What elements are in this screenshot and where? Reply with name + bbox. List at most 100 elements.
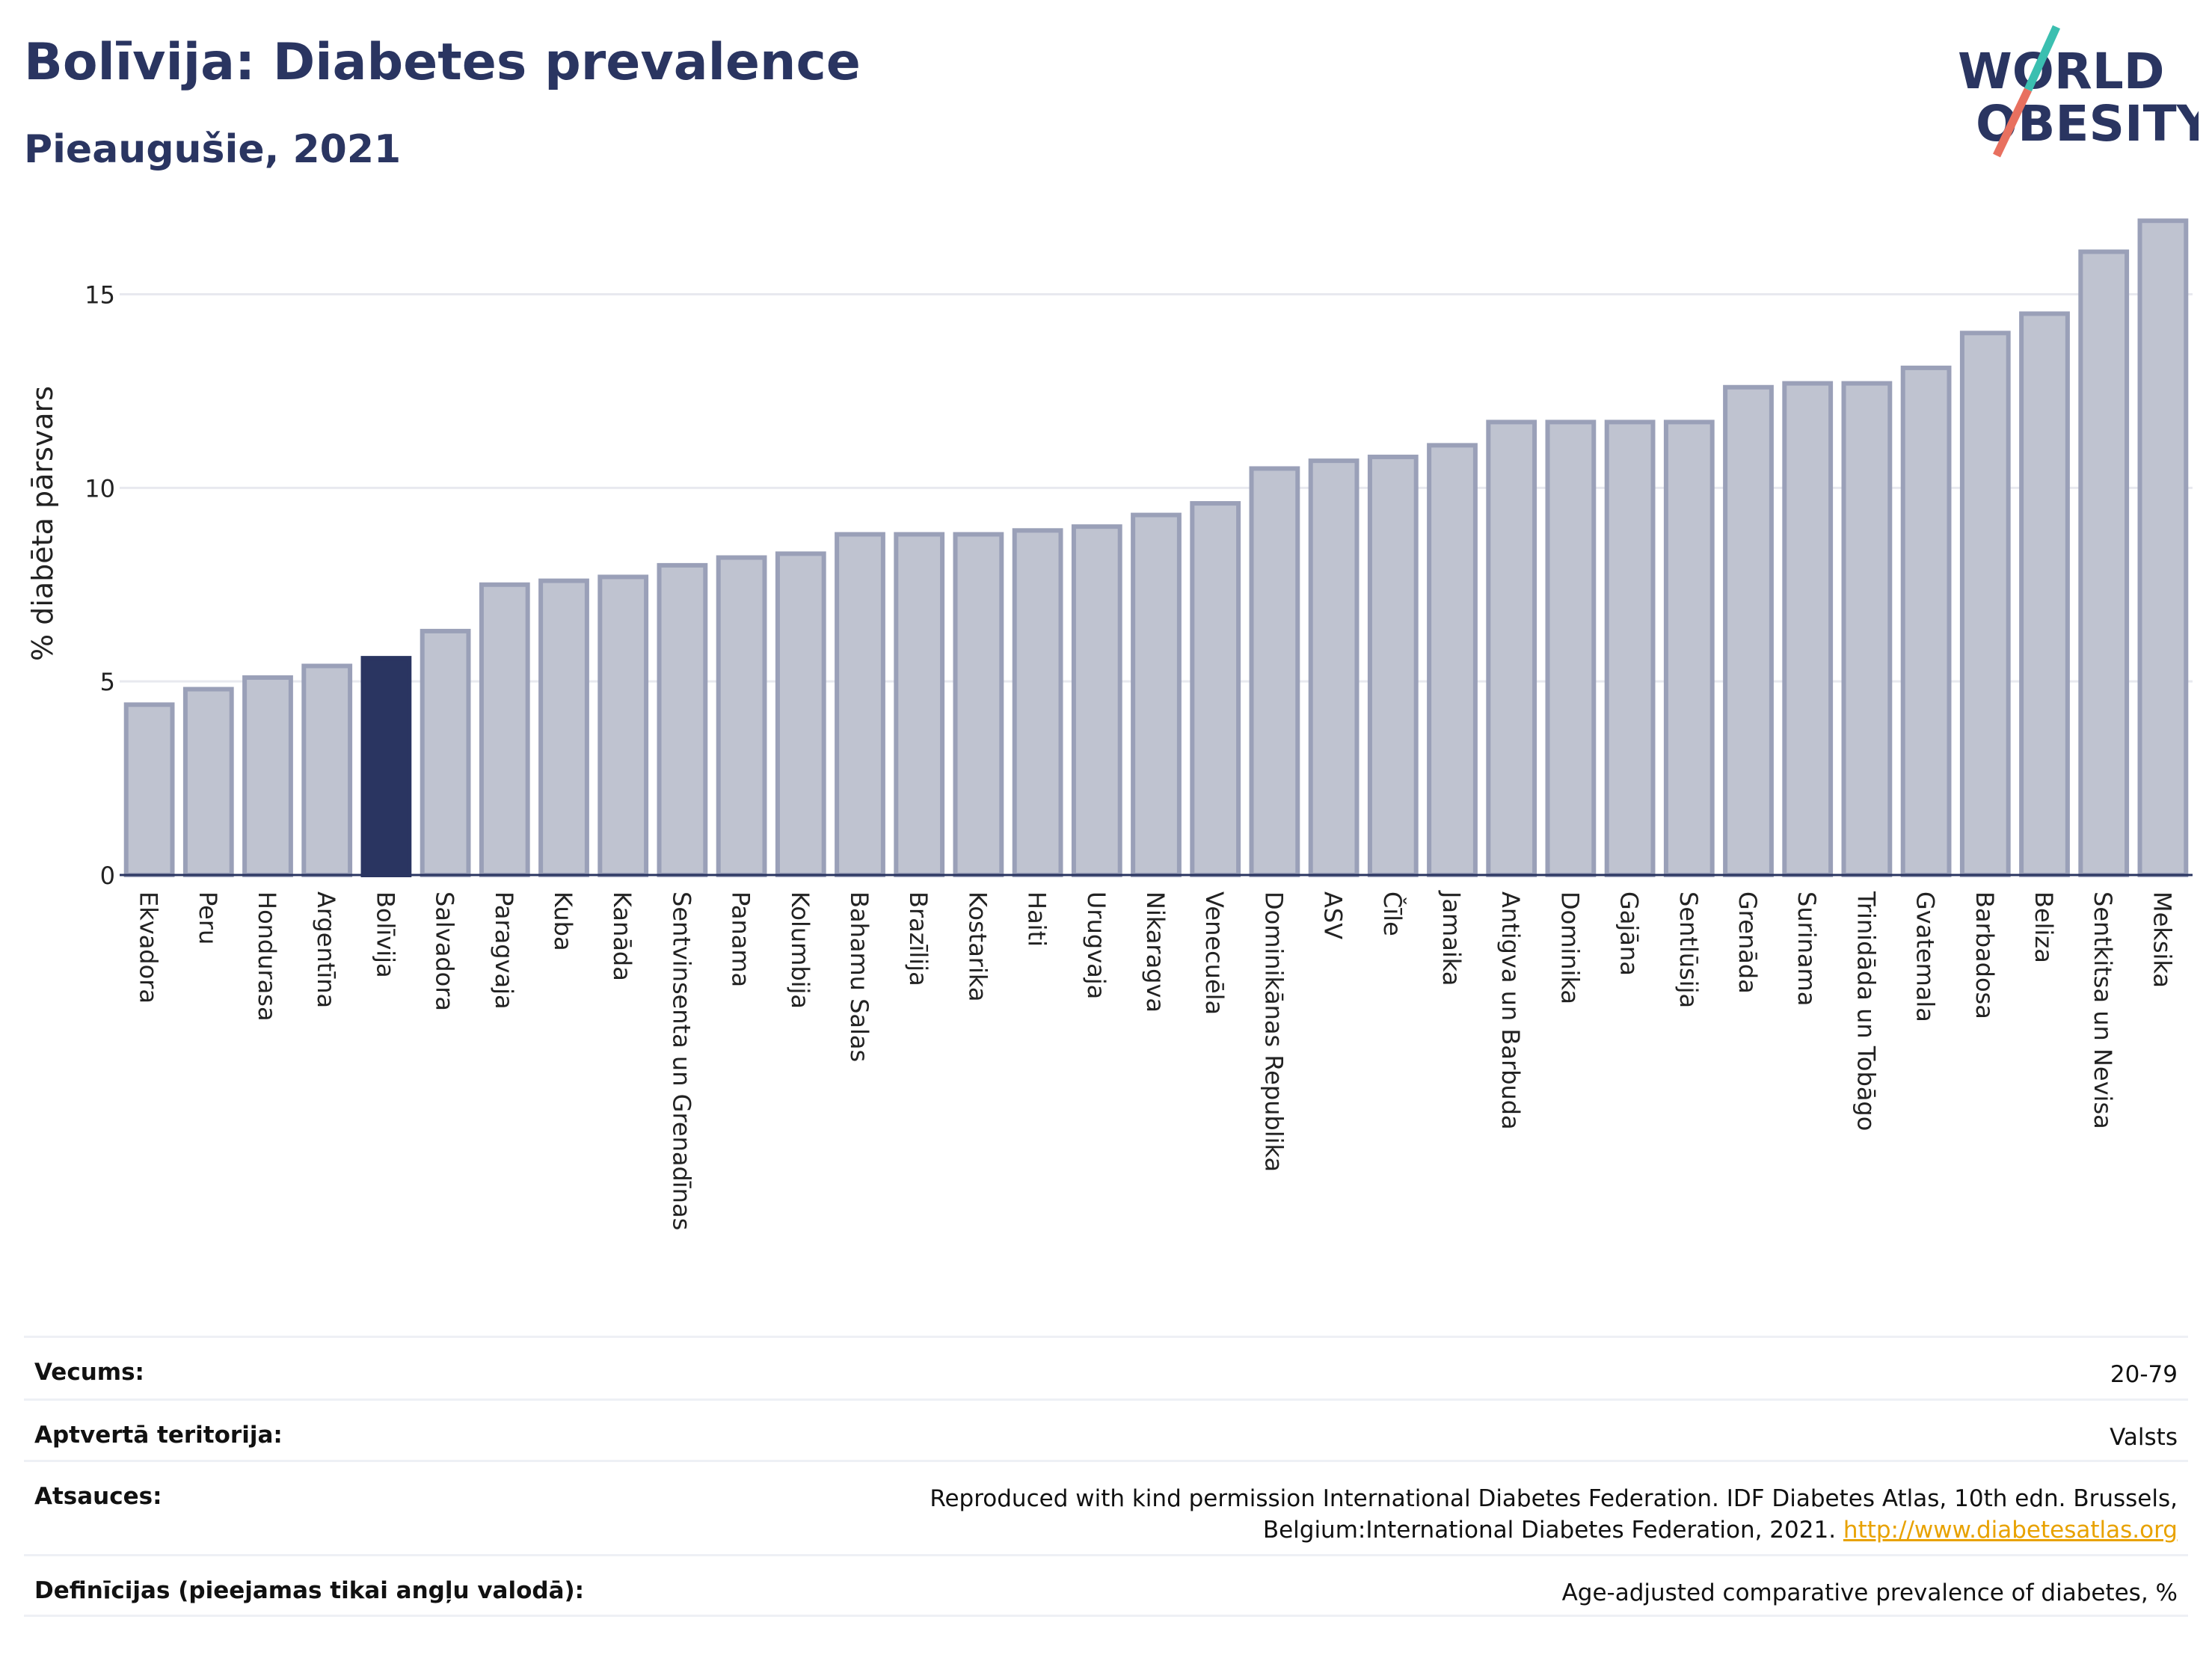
- y-tick-label: 0: [100, 862, 115, 890]
- references-link[interactable]: http://www.diabetesatlas.org: [1843, 1517, 2178, 1544]
- x-category-label: Argentīna: [312, 891, 340, 1008]
- bar-25: [1604, 420, 1656, 877]
- x-category-label: Gajāna: [1615, 891, 1644, 976]
- x-category-label: Dominikānas Republika: [1259, 891, 1288, 1172]
- bar-5: [420, 628, 471, 877]
- meta-value-territory: Valsts: [2110, 1424, 2178, 1451]
- page-subtitle: Pieaugušie, 2021: [24, 127, 402, 172]
- bar-20: [1308, 458, 1360, 877]
- meta-row-territory: Aptvertā teritorija: Valsts: [24, 1398, 2188, 1460]
- references-text: Reproduced with kind permission Internat…: [930, 1485, 2178, 1544]
- x-category-label: Panama: [727, 891, 755, 987]
- bar-21: [1367, 454, 1419, 877]
- bar-7: [538, 578, 589, 878]
- x-category-label: Sentlūsija: [1674, 891, 1703, 1008]
- x-category-label: Meksika: [2148, 891, 2176, 988]
- x-category-label: Peru: [194, 891, 222, 945]
- bar-2: [242, 675, 293, 877]
- bar-9: [657, 562, 708, 877]
- x-category-label: Kostarika: [963, 891, 992, 1001]
- bar-19: [1249, 466, 1300, 877]
- bar-27: [1723, 384, 1774, 877]
- x-category-label: Sentkitsa un Nevisa: [2089, 891, 2117, 1129]
- x-category-label: Dominika: [1555, 891, 1584, 1004]
- x-category-label: Nikaragva: [1141, 891, 1170, 1013]
- y-tick-label: 10: [85, 474, 115, 503]
- x-category-label: Kuba: [549, 891, 577, 951]
- x-category-label: Kolumbija: [786, 891, 814, 1009]
- bar-chart: 0 5 10 15 Ekvadora Peru Hondurasa Argentīna Bol…: [26, 218, 2193, 1230]
- bar-3: [301, 663, 353, 877]
- bar-17: [1131, 512, 1182, 878]
- x-category-label: Haiti: [1023, 891, 1051, 947]
- logo-word-world: WORLD: [1958, 43, 2165, 100]
- bar-24: [1545, 420, 1597, 877]
- meta-label-references: Atsauces:: [34, 1483, 162, 1510]
- bar-22: [1427, 443, 1478, 877]
- x-category-label: Salvadora: [431, 891, 459, 1011]
- x-category-label: Brazīlija: [904, 891, 933, 986]
- bar-4: [360, 656, 412, 878]
- bar-26: [1663, 420, 1715, 877]
- meta-row-definitions: Definīcijas (pieejamas tikai angļu valod…: [24, 1554, 2188, 1617]
- bars: [120, 218, 2193, 878]
- bar-12: [835, 532, 885, 877]
- x-category-labels: Ekvadora Peru Hondurasa Argentīna Bolīvija Sa…: [135, 890, 2177, 1230]
- meta-row-age: Vecums: 20-79: [24, 1336, 2188, 1398]
- x-category-label: Venecuēla: [1200, 891, 1229, 1015]
- page-title: Bolīvija: Diabetes prevalence: [24, 33, 861, 92]
- bar-31: [1959, 331, 2011, 877]
- meta-label-definitions: Definīcijas (pieejamas tikai angļu valod…: [34, 1577, 585, 1604]
- x-category-label: ASV: [1319, 891, 1348, 939]
- bar-1: [182, 687, 234, 877]
- x-category-label: Urugvaja: [1082, 891, 1110, 999]
- bar-32: [2019, 311, 2070, 878]
- y-axis-title: % diabēta pārsvars: [26, 386, 59, 661]
- x-category-label: Sentvinsenta un Grenadīnas: [667, 891, 695, 1230]
- x-category-label: Paragvaja: [490, 891, 518, 1010]
- world-obesity-logo: WORLD OBESITY: [1958, 25, 2199, 158]
- y-tick-label: 5: [100, 668, 115, 696]
- bar-8: [597, 574, 649, 877]
- x-category-label: Ekvadora: [135, 891, 163, 1004]
- bar-15: [1012, 528, 1063, 877]
- logo-slash-coral: [1993, 87, 2032, 158]
- bar-0: [123, 702, 175, 877]
- x-category-label: Grenāda: [1733, 891, 1762, 994]
- x-category-label: Surinama: [1792, 891, 1821, 1006]
- bar-6: [479, 582, 530, 877]
- bar-33: [2078, 249, 2130, 877]
- bar-13: [894, 532, 945, 877]
- bar-16: [1071, 524, 1122, 878]
- bar-30: [1900, 365, 1952, 878]
- bar-34: [2137, 218, 2189, 878]
- bar-28: [1782, 381, 1834, 877]
- meta-value-references: Reproduced with kind permission Internat…: [682, 1483, 2178, 1546]
- x-category-label: Barbadosa: [1970, 891, 1999, 1019]
- x-category-label: Trinidāda un Tobāgo: [1852, 891, 1880, 1131]
- logo-slash-teal: [2024, 25, 2061, 92]
- x-category-label: Antigva un Barbuda: [1496, 891, 1525, 1130]
- meta-label-age: Vecums:: [34, 1359, 144, 1386]
- meta-value-age: 20-79: [2110, 1361, 2178, 1388]
- meta-row-references: Atsauces: Reproduced with kind permissio…: [24, 1460, 2188, 1554]
- meta-value-definitions: Age-adjusted comparative prevalence of d…: [1561, 1579, 2178, 1606]
- x-category-label: Čīle: [1378, 891, 1407, 936]
- y-tick-labels: 0 5 10 15: [85, 281, 115, 890]
- metadata-table: Vecums: 20-79 Aptvertā teritorija: Valst…: [24, 1336, 2188, 1617]
- x-category-label: Jamaika: [1437, 890, 1466, 986]
- bar-23: [1486, 420, 1537, 877]
- y-tick-label: 15: [85, 281, 115, 310]
- x-category-label: Beliza: [2030, 891, 2058, 963]
- x-category-label: Bolīvija: [371, 891, 399, 978]
- bar-10: [716, 555, 767, 877]
- bar-29: [1841, 381, 1893, 877]
- bar-14: [953, 532, 1004, 877]
- bar-11: [775, 551, 826, 878]
- x-category-label: Kanāda: [608, 891, 636, 981]
- meta-label-territory: Aptvertā teritorija:: [34, 1422, 283, 1449]
- x-category-label: Bahamu Salas: [845, 891, 873, 1062]
- bar-18: [1190, 501, 1241, 877]
- x-category-label: Gvatemala: [1911, 891, 1940, 1022]
- x-category-label: Hondurasa: [253, 891, 281, 1022]
